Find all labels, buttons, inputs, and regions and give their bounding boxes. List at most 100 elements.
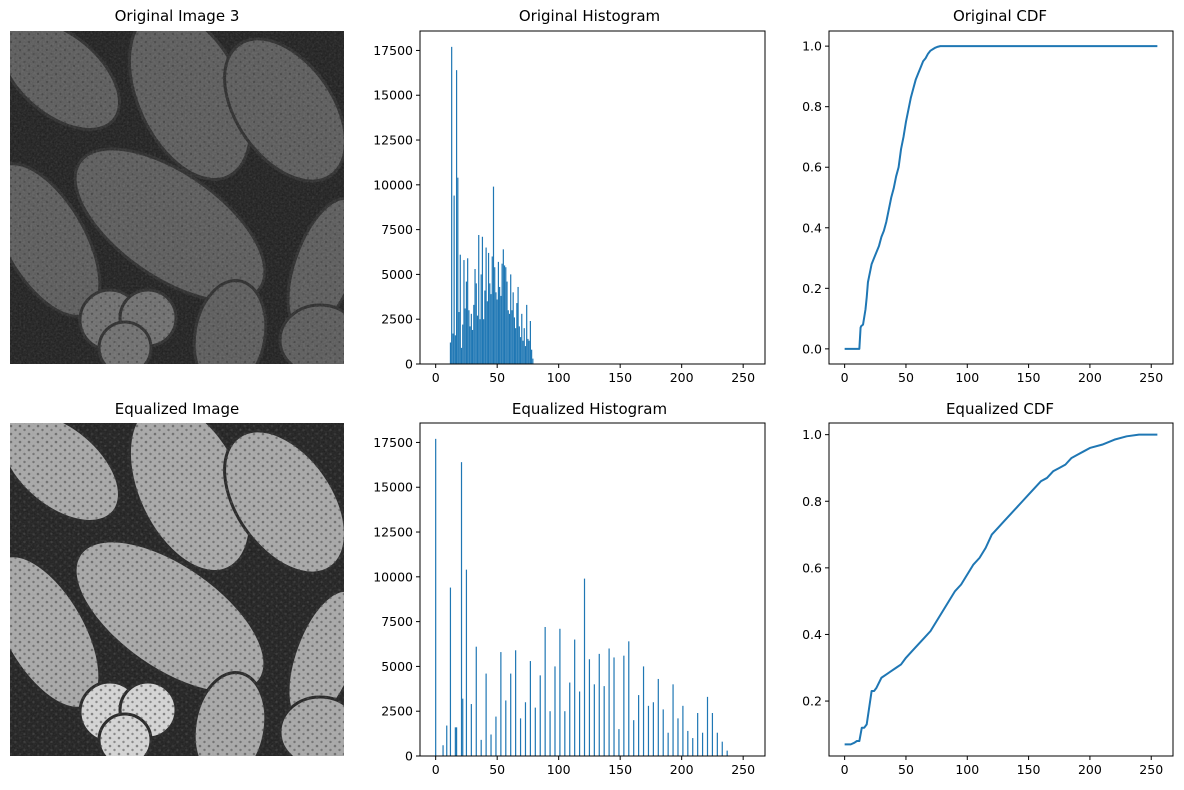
histogram-bar	[628, 641, 630, 756]
histogram-bar	[502, 249, 504, 364]
histogram-bar	[692, 738, 694, 756]
histogram-bar	[701, 732, 704, 756]
histogram-bar	[474, 269, 476, 364]
x-tick-label: 50	[489, 370, 505, 385]
histogram-bar	[435, 438, 437, 756]
original-histogram-axes: 0 50 100 150 200 2500250050007500100001250015…	[373, 30, 766, 385]
histogram-bar	[662, 709, 664, 756]
y-tick-label: 2500	[381, 704, 413, 719]
histogram-bar	[515, 328, 517, 364]
histogram-bar	[464, 308, 466, 364]
histogram-bar	[593, 684, 595, 756]
histogram-bar	[481, 236, 484, 364]
x-tick-label: 150	[1017, 762, 1041, 777]
histogram-bar	[519, 718, 522, 756]
histogram-bar	[524, 346, 527, 364]
histogram-bar	[657, 678, 659, 756]
histogram-bar	[497, 261, 500, 364]
histogram-bar	[458, 312, 460, 364]
histogram-bar	[527, 338, 529, 364]
y-tick-label: 7500	[381, 614, 413, 629]
histogram-bar	[446, 725, 448, 756]
histogram-bar	[490, 734, 492, 756]
histogram-bar	[470, 313, 472, 364]
histogram-bar	[623, 655, 625, 756]
histogram-bar	[716, 732, 718, 756]
axes-frame	[419, 422, 766, 757]
histogram-bar	[677, 718, 679, 756]
x-tick-label: 200	[1078, 370, 1102, 385]
y-tick-label: 0.8	[802, 494, 822, 509]
histogram-bar	[500, 295, 502, 364]
histogram-bar	[465, 569, 468, 756]
x-tick-label: 0	[841, 370, 849, 385]
cdf-line	[844, 433, 1158, 746]
panel-title: Original Image 3	[115, 7, 240, 25]
histogram-bar	[449, 342, 452, 364]
original-image	[10, 31, 344, 364]
histogram-bar	[503, 265, 506, 364]
histogram-bar	[534, 707, 536, 756]
x-tick-label: 0	[841, 762, 849, 777]
x-tick-label: 250	[731, 370, 755, 385]
histogram-bar	[495, 292, 497, 364]
histogram-bar	[633, 720, 635, 756]
y-tick-label: 0.4	[802, 220, 822, 235]
histogram-bar	[608, 648, 610, 756]
equalized-histogram-axes: 0 50 100 150 200 2500250050007500100001250015…	[373, 422, 766, 777]
histogram-bar	[454, 727, 456, 756]
histogram-bar	[529, 661, 531, 756]
histogram-bar	[480, 274, 482, 364]
histogram-bar	[508, 313, 511, 364]
histogram-bar	[613, 657, 615, 756]
panel-title: Equalized CDF	[946, 400, 1054, 418]
histogram-bar	[455, 727, 458, 756]
histogram-bar	[451, 46, 453, 365]
histogram-bar	[652, 702, 654, 756]
histogram-bar	[442, 745, 444, 756]
histogram-bar	[475, 283, 477, 364]
histogram-bar	[501, 263, 503, 364]
y-tick-label: 0	[405, 749, 413, 764]
histogram-bar	[471, 329, 474, 364]
histogram-bar	[564, 711, 566, 756]
y-tick-label: 5000	[381, 659, 413, 674]
x-tick-label: 50	[489, 762, 505, 777]
y-tick-label: 0.6	[802, 560, 822, 575]
y-tick-label: 12500	[373, 525, 413, 540]
histogram-bar	[490, 294, 492, 364]
histogram-bar	[510, 673, 512, 756]
y-tick-label: 7500	[381, 222, 413, 237]
histogram-bar	[513, 317, 515, 364]
histogram-bar	[539, 675, 541, 756]
histogram-bar	[478, 234, 480, 364]
histogram-bar	[476, 315, 479, 364]
histogram-bar	[518, 326, 520, 364]
histogram-bar	[455, 70, 458, 365]
histogram-bar	[532, 358, 534, 364]
histogram-bar	[506, 281, 508, 364]
y-tick-label: 0.8	[802, 99, 822, 114]
histogram-bar	[647, 705, 650, 756]
cdf-line	[844, 45, 1158, 350]
histogram-bar	[457, 177, 459, 364]
histogram-bar	[485, 673, 487, 756]
histogram-bar	[489, 283, 491, 364]
x-tick-label: 150	[1017, 370, 1041, 385]
y-tick-label: 0	[405, 357, 413, 372]
histogram-bar	[682, 705, 684, 756]
histogram-bar	[491, 256, 493, 364]
y-tick-label: 0.4	[802, 627, 822, 642]
x-tick-label: 50	[898, 762, 914, 777]
histogram-bar	[452, 333, 454, 364]
x-tick-label: 0	[432, 762, 440, 777]
histogram-bar	[721, 741, 723, 756]
histogram-bar	[642, 666, 645, 756]
histogram-bar	[462, 324, 464, 364]
histogram-bar	[454, 335, 456, 364]
histogram-bar	[706, 696, 709, 756]
axes-frame	[419, 30, 766, 365]
histogram-bar	[687, 730, 689, 756]
histogram-bar	[588, 659, 591, 756]
